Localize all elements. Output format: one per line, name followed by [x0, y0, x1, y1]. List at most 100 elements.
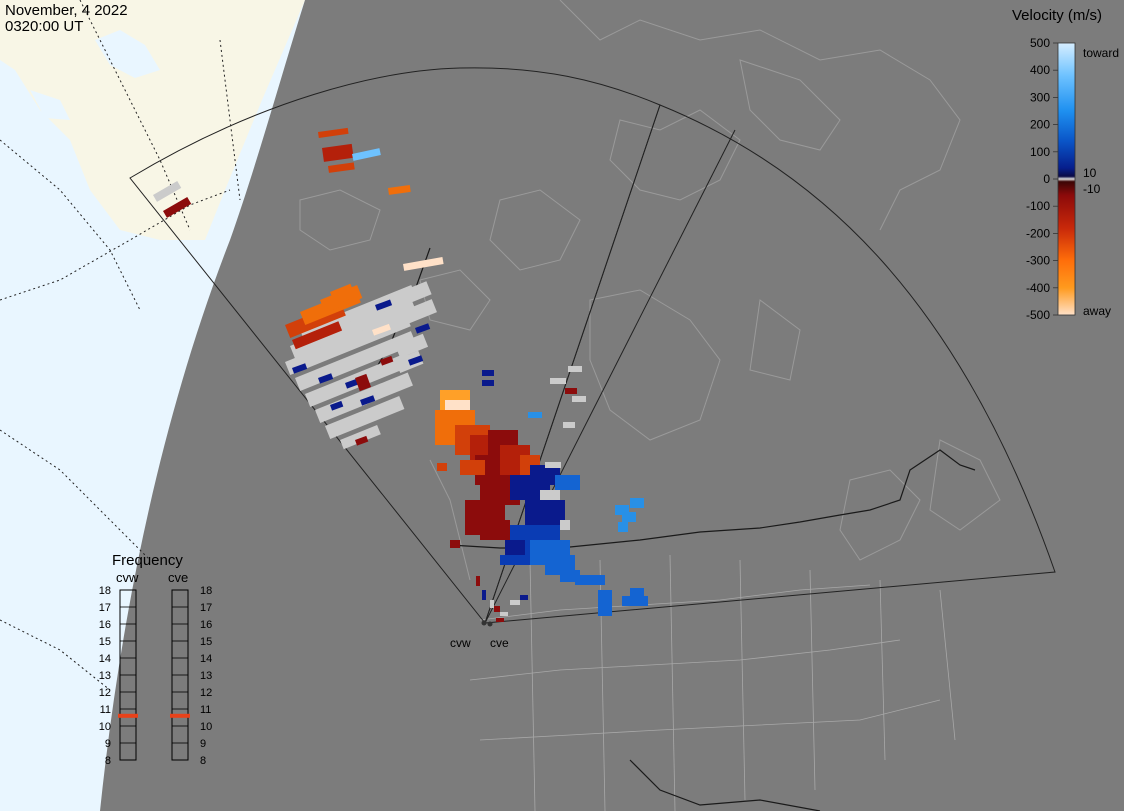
frequency-tick-label-left: 15 — [99, 636, 111, 648]
frequency-tick-label-right: 12 — [200, 687, 212, 699]
velocity-cell — [153, 181, 182, 202]
frequency-tick-label-right: 9 — [200, 738, 206, 750]
velocity-cells — [153, 127, 648, 622]
velocity-cell — [630, 588, 644, 598]
daylight-ocean-islands — [30, 30, 160, 120]
velocity-ticks: 500 400 300 200 100 0 -100 -200 -300 -400 -500 — [1026, 36, 1058, 322]
velocity-cell — [395, 333, 429, 358]
velocity-cell — [550, 378, 566, 384]
velocity-cell — [540, 490, 560, 500]
frequency-tick-label-right: 8 — [200, 755, 206, 767]
velocity-tick-label: -200 — [1026, 226, 1050, 240]
velocity-cell — [615, 505, 629, 515]
velocity-cell — [496, 618, 504, 622]
velocity-tick-label: 100 — [1030, 145, 1050, 159]
velocity-cell — [510, 600, 520, 605]
velocity-cell — [355, 435, 369, 446]
velocity-cell — [163, 197, 192, 218]
velocity-cell — [340, 425, 381, 450]
frequency-title: Frequency — [112, 552, 183, 569]
velocity-cell — [314, 372, 413, 423]
velocity-cell — [375, 299, 393, 311]
velocity-cell — [563, 422, 575, 428]
velocity-cell — [380, 355, 394, 366]
velocity-cell — [618, 522, 628, 532]
radar-site-cvw — [481, 620, 487, 626]
velocity-cell — [575, 575, 605, 585]
velocity-marker-neg: -10 — [1083, 182, 1101, 196]
state-boundaries — [469, 554, 956, 811]
velocity-tick-label: -100 — [1026, 199, 1050, 213]
frequency-tick-label-left: 9 — [105, 738, 111, 750]
velocity-cell — [555, 475, 580, 490]
velocity-cell — [318, 373, 334, 384]
velocity-cell — [500, 612, 508, 616]
velocity-cell — [500, 555, 530, 565]
daylight-land — [0, 0, 305, 240]
frequency-tick-label-left: 11 — [100, 704, 111, 716]
frequency-label-cvw: cvw — [116, 570, 139, 585]
velocity-tick-label: -400 — [1026, 281, 1050, 295]
velocity-cell — [317, 127, 349, 138]
velocity-cell — [403, 257, 444, 271]
radar-site-cve — [487, 621, 493, 627]
frequency-tick-label-left: 10 — [99, 721, 111, 733]
frequency-tick-label-right: 10 — [200, 721, 212, 733]
velocity-legend-title: Velocity (m/s) — [1012, 7, 1102, 24]
velocity-cell — [325, 396, 405, 439]
frequency-scale: 18 18 17 17 16 16 15 15 14 14 13 13 12 12 11 11 10 10 9 9 8 8 — [99, 585, 213, 767]
velocity-cell — [329, 283, 356, 305]
frequency-tick-label-right: 14 — [200, 653, 212, 665]
velocity-cell — [321, 143, 354, 162]
velocity-cell — [345, 378, 359, 389]
velocity-cell — [372, 323, 391, 336]
radar-fov-cvw — [129, 67, 661, 625]
velocity-cell — [359, 395, 376, 406]
frequency-tick-label-left: 12 — [99, 687, 111, 699]
velocity-cell — [388, 184, 411, 195]
velocity-cell — [460, 460, 485, 475]
velocity-cell — [482, 590, 486, 600]
velocity-marker-pos: 10 — [1083, 166, 1097, 180]
frequency-tick-label-left: 14 — [99, 653, 111, 665]
radar-sites: cvw cve — [450, 620, 509, 650]
frequency-legend: Frequency cvw cve 18 18 17 17 16 16 15 15 14 14 13… — [99, 552, 213, 767]
frequency-tick-label-right: 15 — [200, 636, 212, 648]
velocity-toward-label: toward — [1083, 46, 1119, 60]
velocity-cell — [390, 299, 437, 329]
velocity-cell — [505, 540, 525, 555]
header: November, 4 2022 0320:00 UT — [5, 2, 128, 35]
velocity-cell — [355, 373, 372, 392]
coastlines — [299, 0, 1001, 581]
velocity-cell — [528, 412, 542, 418]
frequency-marker-cve — [170, 713, 190, 718]
velocity-cell — [494, 606, 500, 612]
time-label: 0320:00 UT — [5, 18, 83, 35]
velocity-cell — [380, 281, 432, 313]
velocity-cell — [572, 396, 586, 402]
frequency-tick-label-left: 17 — [99, 602, 111, 614]
velocity-cell — [520, 595, 528, 600]
date-label: November, 4 2022 — [5, 2, 128, 19]
velocity-tick-label: -300 — [1026, 254, 1050, 268]
velocity-cell — [622, 596, 648, 606]
lat-lon-grid — [0, 0, 241, 691]
radar-label-cve: cve — [490, 636, 509, 650]
velocity-cell — [482, 370, 494, 376]
velocity-cell — [480, 520, 510, 540]
night-region — [100, 0, 1124, 811]
velocity-cell — [560, 520, 570, 530]
velocity-colorbar — [1057, 42, 1076, 316]
velocity-cell — [352, 148, 381, 161]
frequency-tick-label-right: 17 — [200, 602, 212, 614]
velocity-tick-label: 300 — [1030, 90, 1050, 104]
velocity-legend: Velocity (m/s) 500 400 300 200 100 0 -100 -200 -… — [1012, 7, 1119, 322]
velocity-cell — [290, 297, 416, 359]
frequency-tick-label-right: 16 — [200, 619, 212, 631]
velocity-cell — [568, 366, 582, 372]
velocity-tick-label: 500 — [1030, 36, 1050, 50]
radar-label-cvw: cvw — [450, 636, 471, 650]
velocity-tick-label: -500 — [1026, 308, 1050, 322]
